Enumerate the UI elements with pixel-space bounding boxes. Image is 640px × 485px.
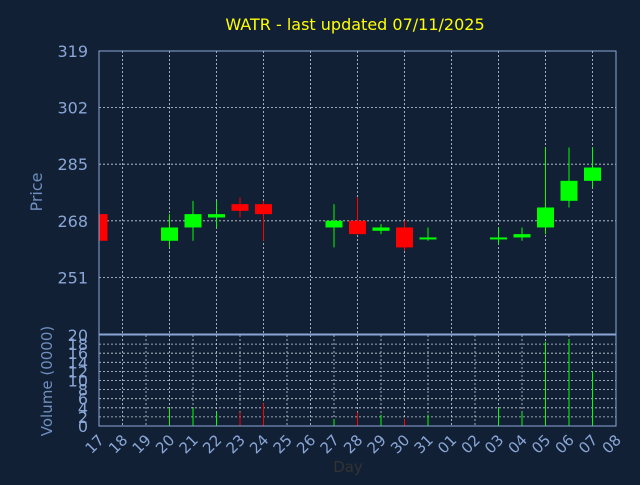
candle-body <box>161 227 178 241</box>
candle-body <box>372 227 390 231</box>
candle-body <box>513 234 531 238</box>
chart-title: WATR - last updated 07/11/2025 <box>225 15 484 34</box>
candle-body <box>584 167 601 181</box>
volume-tick-label: 8 <box>78 381 88 400</box>
volume-tick-label: 16 <box>68 344 88 363</box>
x-axis-ticks: 1718192021222324252627282930310102030405… <box>82 431 625 457</box>
volume-tick-label: 20 <box>68 326 88 345</box>
volume-tick-label: 12 <box>68 362 88 381</box>
candle-body <box>208 214 225 218</box>
candle-body <box>231 204 249 211</box>
price-tick-label: 285 <box>57 155 88 174</box>
candle-body <box>99 214 108 241</box>
volume-tick-label: 10 <box>68 372 88 391</box>
price-axis-ticks: 251 268 285 302 319 <box>57 42 88 287</box>
price-tick-label: 302 <box>57 99 88 118</box>
volume-tick-label: 6 <box>78 390 88 409</box>
candle-body <box>325 220 343 228</box>
volume-tick-label: 0 <box>78 417 88 436</box>
candle-body <box>396 227 413 248</box>
candle-body <box>560 180 578 201</box>
candle-body <box>349 220 366 235</box>
volume-tick-label: 14 <box>68 353 88 372</box>
price-tick-label: 319 <box>57 42 88 61</box>
volume-plot-frame <box>98 334 617 427</box>
candle-body <box>490 237 507 240</box>
x-axis-label: Day <box>333 458 363 476</box>
volume-tick-label: 2 <box>78 408 88 427</box>
price-tick-label: 268 <box>57 212 88 231</box>
candle-body <box>419 237 437 240</box>
price-axis-label: Price <box>27 172 46 211</box>
volume-tick-label: 4 <box>78 399 88 418</box>
price-candles <box>98 147 601 251</box>
candle-body <box>184 214 202 228</box>
candle-body <box>537 207 554 228</box>
price-plot-frame <box>98 50 617 335</box>
volume-tick-label: 18 <box>68 335 88 354</box>
volume-axis-label: Volume (0000) <box>38 326 56 436</box>
price-tick-label: 251 <box>57 268 88 287</box>
candle-body <box>255 204 272 215</box>
volume-bars <box>169 339 593 426</box>
